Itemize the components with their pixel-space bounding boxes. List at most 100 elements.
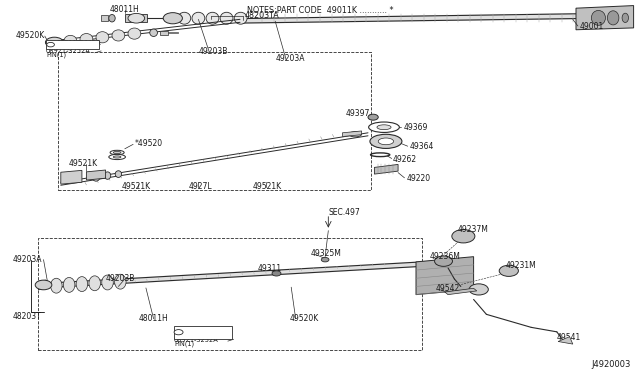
Text: 49369: 49369 [403, 123, 428, 132]
Polygon shape [342, 131, 362, 137]
Text: 49325M: 49325M [311, 249, 342, 258]
Ellipse shape [349, 132, 362, 137]
Polygon shape [125, 14, 147, 22]
Text: 49231M: 49231M [506, 262, 536, 270]
Text: NOTES;PART CODE  49011K ........... *: NOTES;PART CODE 49011K ........... * [247, 6, 393, 15]
Circle shape [45, 37, 63, 48]
Text: 49521K: 49521K [122, 182, 151, 191]
Polygon shape [38, 280, 46, 290]
Ellipse shape [112, 30, 125, 41]
Text: 49203A: 49203A [275, 54, 305, 63]
Text: 49541: 49541 [557, 333, 581, 342]
Ellipse shape [192, 12, 205, 24]
Text: 49001: 49001 [579, 22, 604, 31]
Bar [46, 40, 99, 49]
Ellipse shape [234, 12, 247, 24]
Ellipse shape [80, 33, 93, 45]
Polygon shape [168, 32, 178, 33]
Text: 49237M: 49237M [458, 225, 488, 234]
Text: 49397: 49397 [346, 109, 370, 118]
Text: SEC.497: SEC.497 [328, 208, 360, 217]
Polygon shape [558, 337, 573, 344]
Ellipse shape [128, 28, 141, 39]
Text: 08921-3252A: 08921-3252A [174, 337, 219, 343]
Text: 49542: 49542 [435, 284, 460, 293]
Circle shape [499, 265, 518, 276]
Text: 49521K: 49521K [253, 182, 282, 191]
Ellipse shape [607, 11, 619, 25]
Text: 49311: 49311 [258, 264, 282, 273]
Text: 49521K: 49521K [69, 159, 99, 168]
Text: 08911-6441A: 08911-6441A [185, 328, 230, 334]
Text: J4920003: J4920003 [591, 360, 630, 369]
Text: 4927L: 4927L [189, 182, 212, 191]
Text: 08921-3252A: 08921-3252A [46, 48, 91, 54]
Ellipse shape [150, 29, 157, 36]
Bar [174, 326, 232, 339]
Circle shape [35, 280, 52, 290]
Circle shape [469, 284, 488, 295]
Ellipse shape [76, 277, 88, 292]
Circle shape [452, 230, 475, 243]
Text: N: N [177, 330, 180, 335]
Ellipse shape [109, 15, 115, 22]
Text: PIN(1): PIN(1) [46, 51, 66, 58]
Text: 49262: 49262 [393, 155, 417, 164]
Ellipse shape [104, 172, 111, 179]
Ellipse shape [89, 276, 100, 291]
Ellipse shape [113, 151, 121, 154]
Circle shape [128, 13, 145, 23]
Polygon shape [445, 288, 477, 295]
Ellipse shape [113, 156, 121, 158]
Circle shape [47, 42, 54, 47]
Ellipse shape [370, 134, 402, 148]
Text: N: N [49, 42, 52, 47]
Polygon shape [374, 164, 398, 174]
Polygon shape [42, 261, 435, 288]
Text: ( 1 ): ( 1 ) [56, 43, 70, 50]
Ellipse shape [92, 173, 100, 181]
Circle shape [368, 114, 378, 120]
Ellipse shape [96, 32, 109, 43]
Ellipse shape [206, 12, 219, 24]
Polygon shape [86, 170, 106, 180]
Ellipse shape [369, 122, 399, 132]
Ellipse shape [377, 125, 391, 130]
Ellipse shape [110, 150, 124, 155]
Text: 48203T: 48203T [13, 312, 42, 321]
Ellipse shape [622, 13, 628, 22]
Ellipse shape [378, 138, 394, 145]
Text: 49520K: 49520K [16, 31, 45, 40]
Ellipse shape [115, 171, 122, 177]
Ellipse shape [115, 274, 126, 289]
Polygon shape [61, 170, 82, 184]
Text: 48011H: 48011H [110, 5, 140, 14]
Text: 08911-6441A: 08911-6441A [56, 40, 101, 46]
Text: 48011H: 48011H [139, 314, 168, 323]
Ellipse shape [51, 278, 62, 293]
Polygon shape [576, 6, 634, 30]
Text: 49220: 49220 [406, 174, 431, 183]
Ellipse shape [64, 35, 77, 46]
Text: 49203A: 49203A [13, 255, 42, 264]
Polygon shape [416, 257, 474, 295]
Text: *49520: *49520 [134, 139, 163, 148]
Polygon shape [101, 15, 108, 21]
Ellipse shape [591, 10, 605, 25]
Text: 48203TA: 48203TA [245, 12, 280, 20]
Circle shape [174, 330, 183, 335]
Text: ( 1 ): ( 1 ) [185, 331, 198, 337]
Circle shape [272, 271, 281, 276]
Ellipse shape [109, 154, 125, 160]
Circle shape [435, 256, 452, 266]
Polygon shape [240, 13, 630, 23]
Bar [38, 238, 422, 350]
Ellipse shape [220, 12, 233, 24]
Text: 49236M: 49236M [430, 252, 461, 261]
Polygon shape [160, 31, 168, 35]
Ellipse shape [178, 12, 191, 24]
Circle shape [163, 13, 182, 24]
Bar [58, 52, 371, 190]
Text: 49203B: 49203B [198, 47, 228, 56]
Ellipse shape [63, 278, 75, 292]
